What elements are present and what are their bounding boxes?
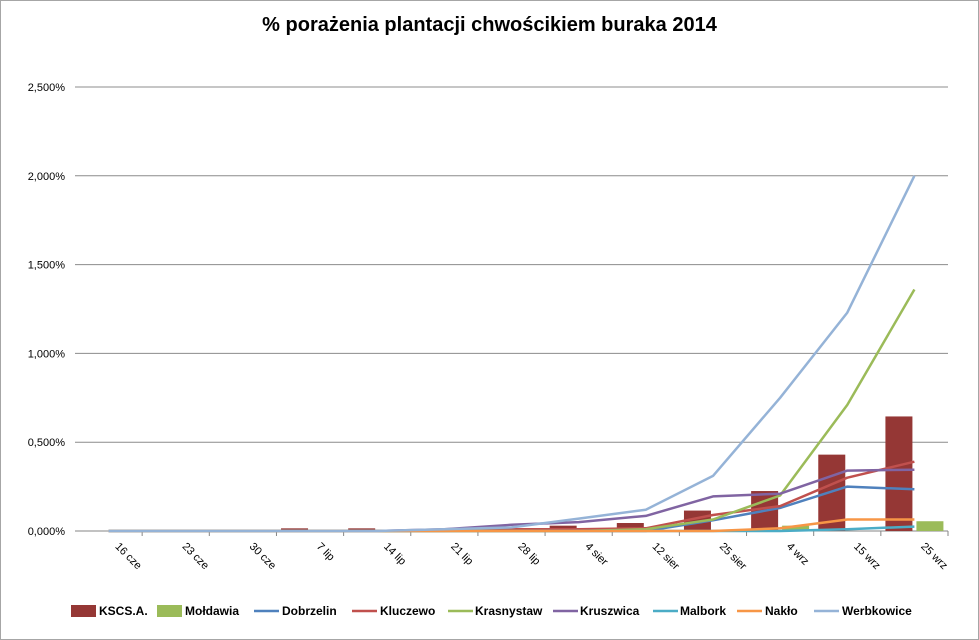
line-werbkowice [108,175,916,533]
line-kluczewo [108,460,915,533]
bar-kscs-a- [348,528,376,531]
x-tick-label: 7 lip [314,541,337,564]
x-tick-label: 21 lip [448,541,475,568]
legend-swatch [71,605,96,617]
legend-label: Werbkowice [842,604,912,618]
x-tick-label: 14 lip [381,541,408,568]
bar-kscs-a- [885,416,913,531]
y-tick-label: 0,500% [28,437,66,449]
bar-kscs-a- [281,528,309,531]
legend-label: Kruszwica [580,604,640,618]
x-tick-label: 16 cze [112,541,143,572]
y-tick-label: 2,500% [28,82,66,94]
y-tick-label: 1,500% [28,260,66,272]
x-tick-label: 4 sier [583,541,611,569]
x-tick-label: 23 cze [180,541,211,572]
legend-label: Nakło [765,604,798,618]
x-tick-label: 28 lip [515,541,542,568]
x-tick-label: 12 sier [650,541,682,573]
y-tick-label: 2,000% [28,171,66,183]
x-tick-label: 30 cze [247,541,278,572]
legend-label: Krasnystaw [475,604,543,618]
x-tick-label: 15 wrz [851,541,882,572]
legend-label: Mołdawia [185,604,239,618]
y-tick-label: 0,000% [28,526,66,538]
legend-label: Kluczewo [380,604,435,618]
y-tick-label: 1,000% [28,348,66,360]
legend-label: Dobrzelin [282,604,337,618]
bar-mołdawia [782,525,810,531]
legend-label: KSCS.A. [99,604,148,618]
x-tick-label: 4 wrz [784,541,811,568]
chart-title: % porażenia plantacji chwościkiem buraka… [262,14,717,36]
legend-label: Malbork [680,604,726,618]
x-tick-label: 25 wrz [918,541,949,572]
bar-mołdawia [916,521,944,531]
line-krasnystaw [108,288,916,533]
legend-swatch [157,605,182,617]
x-tick-label: 25 sier [717,541,749,573]
bar-kscs-a- [616,523,644,531]
